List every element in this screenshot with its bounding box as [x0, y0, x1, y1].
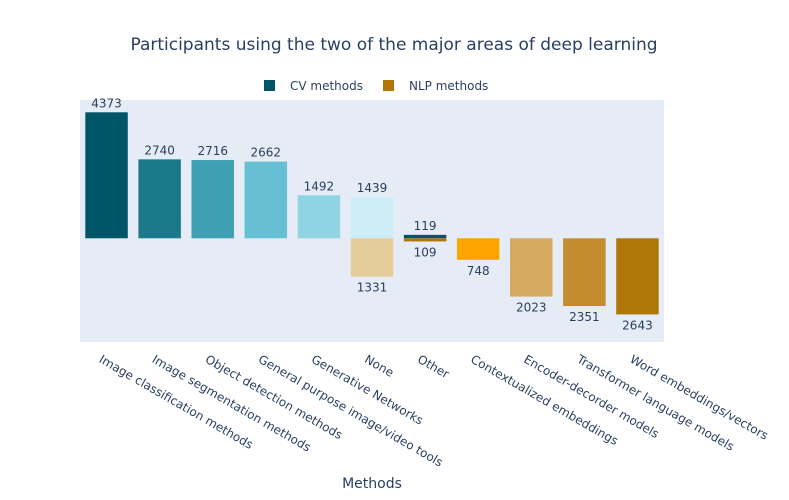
x-axis-title: Methods	[342, 476, 402, 492]
data-label-cv-0: 4373	[91, 96, 122, 110]
legend-label-nlp[interactable]: NLP methods	[409, 79, 488, 93]
bar-cv-0[interactable]	[85, 112, 128, 239]
legend-swatch-cv[interactable]	[264, 80, 275, 91]
data-label-nlp-5: 1331	[357, 281, 388, 295]
bars-layer	[85, 112, 659, 315]
x-tick-label-5: None	[362, 352, 396, 380]
bar-cv-1[interactable]	[138, 159, 181, 239]
data-label-cv-5: 1439	[357, 181, 388, 195]
data-label-nlp-6: 109	[414, 245, 437, 259]
legend[interactable]: CV methods NLP methods	[264, 79, 488, 93]
data-label-nlp-10: 2643	[622, 318, 653, 332]
legend-swatch-nlp[interactable]	[383, 80, 394, 91]
data-label-cv-2: 2716	[197, 144, 228, 158]
data-label-cv-4: 1492	[304, 179, 335, 193]
data-label-nlp-8: 2023	[516, 301, 547, 315]
data-label-cv-1: 2740	[144, 143, 175, 157]
bar-cv-2[interactable]	[191, 160, 234, 239]
bar-nlp-7[interactable]	[456, 238, 500, 260]
x-tick-label-6: Other	[415, 352, 452, 381]
data-label-cv-6: 119	[414, 219, 437, 233]
chart-title: Participants using the two of the major …	[130, 35, 657, 55]
bar-nlp-9[interactable]	[563, 238, 606, 307]
data-label-nlp-7: 748	[467, 264, 490, 278]
bar-cv-3[interactable]	[244, 161, 288, 239]
bar-nlp-6[interactable]	[403, 238, 447, 242]
labels-layer: 4373 2740 2716 2662 1492 1439 1331 119 109 748 202…	[91, 96, 652, 332]
data-label-cv-3: 2662	[251, 146, 282, 160]
bar-nlp-5[interactable]	[350, 238, 394, 277]
bar-cv-6[interactable]	[403, 234, 447, 239]
legend-label-cv[interactable]: CV methods	[290, 79, 363, 93]
bar-cv-4[interactable]	[297, 195, 341, 239]
bar-cv-5[interactable]	[350, 196, 394, 239]
bar-nlp-10[interactable]	[616, 238, 659, 315]
data-label-nlp-9: 2351	[569, 310, 600, 324]
bar-nlp-8[interactable]	[510, 238, 553, 297]
